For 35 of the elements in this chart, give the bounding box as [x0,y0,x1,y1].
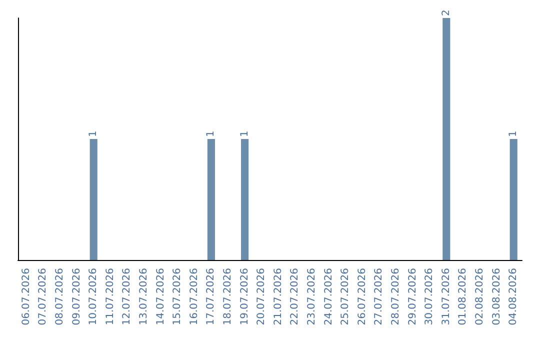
x-tick-label: 08.07.2026 [54,268,66,326]
x-tick-label: 02.08.2026 [474,268,486,326]
data-label: 1 [88,130,100,137]
x-tick-label: 21.07.2026 [272,268,284,326]
x-tick-label: 12.07.2026 [122,268,133,326]
x-tick-label: 09.07.2026 [71,268,82,326]
data-label: 2 [440,10,452,16]
x-tick-label: 19.07.2026 [239,268,250,326]
x-tick-label: 14.07.2026 [155,268,166,326]
x-tick-label: 29.07.2026 [407,268,418,326]
x-tick-label: 06.07.2026 [20,268,32,326]
x-tick-label: 23.07.2026 [306,268,318,326]
data-label: 1 [508,130,520,137]
x-tick-label: 10.07.2026 [88,268,100,326]
x-tick-label: 30.07.2026 [424,268,436,326]
x-tick-label: 11.07.2026 [104,268,116,326]
x-tick-label: 15.07.2026 [172,268,184,326]
data-label: 1 [239,130,250,137]
x-tick-label: 27.07.2026 [374,268,385,326]
data-label: 1 [206,130,217,137]
x-tick-label: 04.08.2026 [508,268,520,326]
x-tick-label: 20.07.2026 [256,268,268,326]
x-tick-label: 25.07.2026 [340,268,352,326]
x-tick-label: 26.07.2026 [356,268,368,326]
x-tick-label: 03.08.2026 [491,268,502,326]
x-tick-label: 28.07.2026 [390,268,402,326]
x-tick-label: 07.07.2026 [38,268,49,326]
x-tick-label: 31.07.2026 [440,268,452,326]
x-tick-label: 16.07.2026 [188,268,200,326]
x-tick-label: 13.07.2026 [138,268,150,326]
x-tick-label: 18.07.2026 [222,268,234,326]
x-tick-label: 01.08.2026 [458,268,469,326]
x-tick-label: 22.07.2026 [290,268,301,326]
x-tick-label: 17.07.2026 [206,268,217,326]
x-tick-label: 24.07.2026 [323,268,334,326]
